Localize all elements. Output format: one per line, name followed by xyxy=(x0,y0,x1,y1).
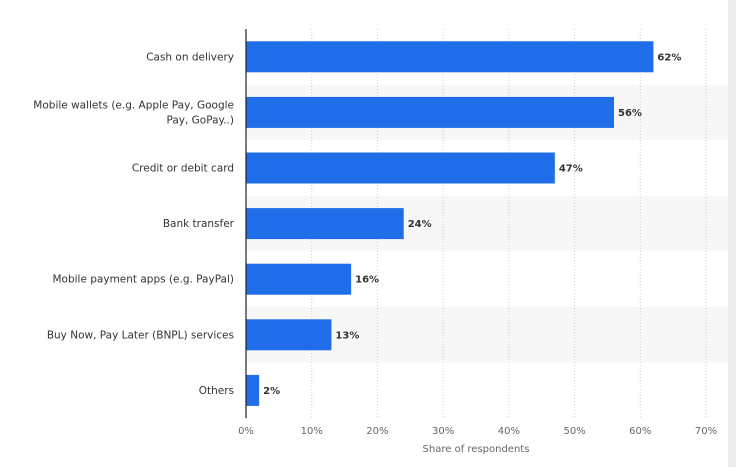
bar xyxy=(246,374,260,406)
category-label: Cash on delivery xyxy=(146,51,234,63)
bars xyxy=(246,41,654,406)
x-tick-label: 0% xyxy=(238,426,254,437)
x-tick-label: 20% xyxy=(366,426,388,437)
bar xyxy=(246,263,352,295)
x-tick-label: 40% xyxy=(498,426,520,437)
value-label: 24% xyxy=(408,219,432,230)
value-label: 47% xyxy=(559,164,583,175)
x-tick-label: 60% xyxy=(629,426,651,437)
category-label: Mobile wallets (e.g. Apple Pay, Google Pa… xyxy=(33,99,234,126)
category-label: Others xyxy=(199,385,234,397)
category-label: Buy Now, Pay Later (BNPL) services xyxy=(47,329,234,341)
category-label: Bank transfer xyxy=(163,218,235,230)
category-labels: Cash on delivery Mobile wallets (e.g. App… xyxy=(33,51,234,397)
bar xyxy=(246,208,404,240)
value-label: 62% xyxy=(657,52,681,63)
value-label: 13% xyxy=(335,330,359,341)
bar xyxy=(246,319,332,351)
x-tick-label: 70% xyxy=(695,426,717,437)
bar xyxy=(246,152,555,184)
x-tick-label: 30% xyxy=(432,426,454,437)
x-axis-title: Share of respondents xyxy=(423,444,530,455)
category-label: Mobile payment apps (e.g. PayPal) xyxy=(52,274,234,286)
bar xyxy=(246,96,614,128)
value-label: 16% xyxy=(355,275,379,286)
x-tick-labels: 0% 10% 20% 30% 40% 50% 60% 70% xyxy=(238,426,717,437)
row-bands xyxy=(246,84,728,363)
category-label: Credit or debit card xyxy=(132,163,234,175)
x-tick-label: 50% xyxy=(563,426,585,437)
bar xyxy=(246,41,654,73)
value-labels: 62% 56% 47% 24% 16% 13% 2% xyxy=(263,52,681,397)
x-tick-label: 10% xyxy=(301,426,323,437)
gridlines xyxy=(311,29,707,419)
value-label: 2% xyxy=(263,386,280,397)
value-label: 56% xyxy=(618,108,642,119)
